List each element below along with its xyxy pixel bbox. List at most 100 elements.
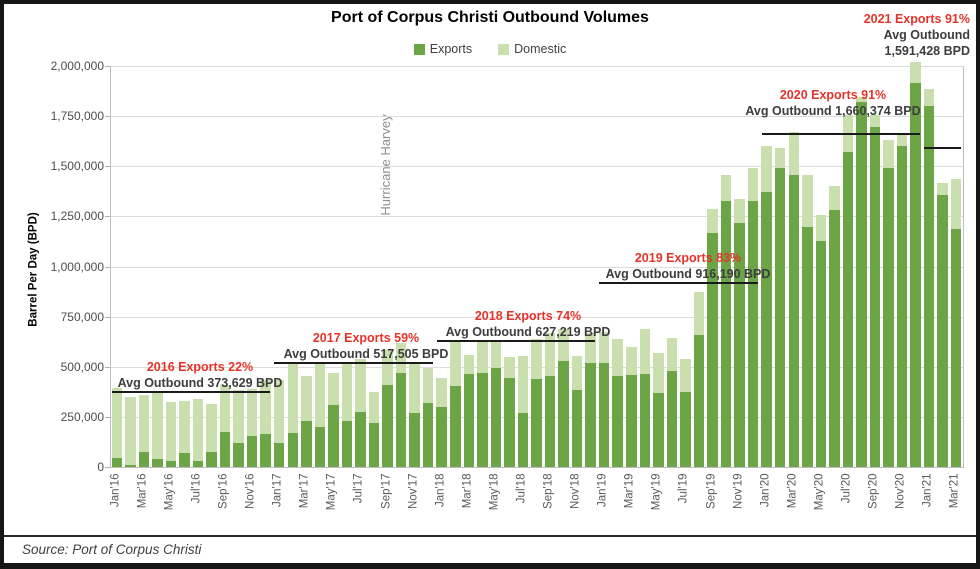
bar-domestic-Jun'18 xyxy=(504,356,515,378)
domestic-swatch-icon xyxy=(498,43,510,55)
bar-domestic-Jun'17 xyxy=(341,362,353,421)
avg-line-2018 xyxy=(436,340,596,343)
bar-domestic-Feb'19 xyxy=(612,338,623,376)
bar-domestic-Oct'16 xyxy=(233,389,244,443)
bar-exports-Apr'17 xyxy=(314,426,326,467)
x-axis-tick-label-Jul'16: Jul'16 xyxy=(190,473,203,504)
x-axis-tick-label-Mar'18: Mar'18 xyxy=(461,473,474,509)
bar-domestic-Nov'16 xyxy=(246,388,258,436)
y-axis-tick-label: 250,000 xyxy=(60,409,104,424)
x-axis-tick-label-May'20: May'20 xyxy=(813,473,826,511)
bar-exports-May'17 xyxy=(328,404,339,467)
bar-exports-Nov'18 xyxy=(571,389,583,467)
bar-exports-Jan'20 xyxy=(761,192,772,467)
legend-item-exports: Exports xyxy=(413,42,473,56)
bar-exports-Oct'16 xyxy=(233,442,244,467)
annotation-2017-line1: 2017 Exports 59% xyxy=(312,331,420,345)
annotation-2018-line2: Avg Outbound 627,219 BPD xyxy=(445,325,611,339)
bar-exports-Aug'17 xyxy=(368,423,380,467)
bar-domestic-Feb'21 xyxy=(937,183,948,196)
bar-domestic-Aug'20 xyxy=(856,97,867,103)
bar-domestic-Nov'20 xyxy=(896,135,908,147)
annotation-2021-line1: 2021 Exports 91% xyxy=(863,12,970,26)
avg-line-2017 xyxy=(274,362,433,365)
y-axis-tick-label: 1,500,000 xyxy=(50,159,104,174)
bar-exports-Jun'17 xyxy=(341,420,353,467)
bar-exports-Oct'20 xyxy=(883,168,894,467)
source-caption: Source: Port of Corpus Christi xyxy=(22,542,202,557)
bar-exports-May'19 xyxy=(653,392,664,467)
bar-domestic-Mar'21 xyxy=(950,179,962,230)
bar-exports-Mar'21 xyxy=(950,229,962,467)
bar-exports-Jul'18 xyxy=(517,412,529,467)
bar-domestic-Feb'20 xyxy=(774,148,786,169)
x-axis-tick-label-Jan'17: Jan'17 xyxy=(271,473,284,508)
y-tick-mark xyxy=(105,467,110,468)
bar-exports-Apr'20 xyxy=(802,227,813,467)
annotation-2021-line2: Avg Outbound xyxy=(883,28,970,42)
x-axis-tick-label-May'18: May'18 xyxy=(488,473,501,511)
bar-exports-Jan'18 xyxy=(436,406,447,467)
bar-domestic-Mar'17 xyxy=(301,376,312,421)
bar-domestic-Oct'19 xyxy=(720,175,732,202)
legend-item-domestic: Domestic xyxy=(498,42,566,56)
x-axis-tick-label-Jan'21: Jan'21 xyxy=(921,473,934,508)
bar-exports-Dec'17 xyxy=(422,403,434,467)
bar-domestic-Jul'18 xyxy=(517,355,529,413)
bar-domestic-May'16 xyxy=(165,401,177,462)
y-axis-tick-label: 1,000,000 xyxy=(50,259,104,274)
y-axis-tick-label: 0 xyxy=(97,460,104,474)
bar-domestic-Apr'20 xyxy=(802,175,813,228)
bar-domestic-Jun'16 xyxy=(179,400,190,453)
hurricane-harvey-annotation: Hurricane Harvey xyxy=(378,114,393,216)
y-tick-mark xyxy=(105,216,110,218)
y-tick-mark xyxy=(105,316,110,318)
bar-exports-Mar'19 xyxy=(626,374,637,467)
bar-domestic-Feb'16 xyxy=(125,396,136,465)
x-axis-tick-label-Nov'20: Nov'20 xyxy=(894,473,907,509)
bar-exports-Jan'16 xyxy=(111,457,123,467)
annotation-2020-line1: 2020 Exports 91% xyxy=(779,88,887,102)
bar-domestic-Dec'18 xyxy=(585,332,596,363)
bar-domestic-Aug'18 xyxy=(531,338,542,379)
x-axis-tick-label-Jan'18: Jan'18 xyxy=(434,473,447,508)
bar-exports-Dec'20 xyxy=(910,83,921,467)
bar-exports-Jul'16 xyxy=(192,460,204,467)
bar-exports-Jun'19 xyxy=(666,370,678,467)
y-axis-tick-label: 750,000 xyxy=(60,309,104,324)
bar-exports-Nov'17 xyxy=(409,413,420,467)
x-axis-tick-label-Sep'18: Sep'18 xyxy=(542,473,555,509)
legend-label-exports: Exports xyxy=(429,42,473,56)
bar-exports-Sep'16 xyxy=(219,431,231,467)
bar-domestic-Nov'17 xyxy=(409,364,420,414)
exports-swatch-icon xyxy=(413,43,425,55)
bar-domestic-Oct'17 xyxy=(395,343,407,374)
bar-exports-Nov'19 xyxy=(734,223,745,467)
bar-domestic-Sep'20 xyxy=(869,115,881,128)
x-axis-tick-label-May'16: May'16 xyxy=(163,473,176,511)
bar-domestic-Jun'19 xyxy=(666,337,678,371)
bar-domestic-Jul'17 xyxy=(355,358,366,412)
bar-domestic-Nov'19 xyxy=(734,199,745,224)
x-axis-tick-label-Sep'19: Sep'19 xyxy=(705,473,718,509)
bar-exports-Dec'19 xyxy=(747,201,759,467)
bar-domestic-Jan'20 xyxy=(761,146,772,193)
annotation-2020-line2: Avg Outbound 1,660,374 BPD xyxy=(745,104,921,118)
bar-exports-May'18 xyxy=(490,367,502,467)
bar-exports-Apr'18 xyxy=(477,372,488,467)
bar-exports-Feb'21 xyxy=(937,195,948,467)
x-axis-tick-label-Nov'19: Nov'19 xyxy=(732,473,745,509)
x-axis-tick-label-Jul'18: Jul'18 xyxy=(515,473,528,504)
y-tick-mark xyxy=(105,166,110,168)
avg-line-2016 xyxy=(112,391,271,394)
y-axis-tick-label: 1,750,000 xyxy=(50,109,104,124)
y-tick-mark xyxy=(105,366,110,368)
bar-exports-Feb'19 xyxy=(612,375,623,467)
x-axis-line xyxy=(110,467,964,468)
bar-domestic-Aug'17 xyxy=(368,391,380,424)
bar-domestic-Apr'16 xyxy=(152,392,163,459)
bar-exports-Jan'19 xyxy=(598,362,610,467)
bar-exports-Mar'18 xyxy=(463,373,475,467)
bar-exports-Jun'20 xyxy=(829,209,840,467)
x-axis-tick-label-Jul'17: Jul'17 xyxy=(352,473,365,504)
